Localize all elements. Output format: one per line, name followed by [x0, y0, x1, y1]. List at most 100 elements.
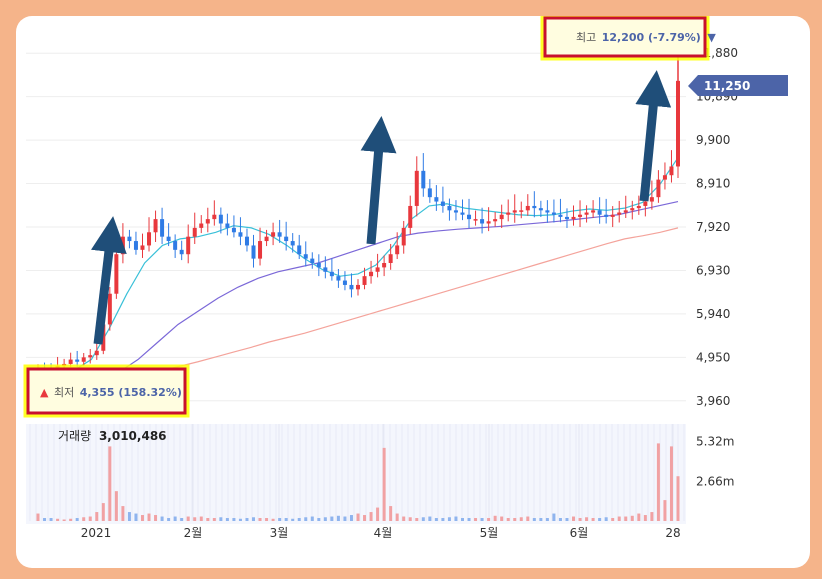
candle-body — [199, 223, 204, 228]
volume-bar — [140, 515, 144, 521]
volume-axis: 5.32m 2.66m — [696, 435, 734, 489]
volume-bar — [186, 516, 190, 521]
volume-bar — [395, 513, 399, 521]
candle-body — [401, 227, 406, 246]
volume-bar — [265, 518, 269, 521]
price-tick-label: 3,960 — [696, 394, 730, 408]
candle-body — [212, 214, 217, 220]
low-annotation: ▲ 최저 4,355 (158.32%) — [23, 364, 190, 418]
candle-body — [147, 232, 152, 246]
volume-bar — [297, 518, 301, 521]
candle-body — [310, 258, 315, 263]
volume-bar — [219, 517, 223, 521]
volume-bar — [526, 516, 530, 521]
candle-body — [88, 355, 93, 358]
volume-bar — [565, 518, 569, 521]
volume-bar — [460, 518, 464, 521]
candle-body — [94, 350, 99, 356]
volume-bar — [676, 476, 680, 521]
candle-body — [81, 357, 86, 362]
volume-bar — [49, 518, 53, 521]
volume-bar — [578, 518, 582, 521]
candle-body — [499, 214, 504, 220]
candle-body — [284, 236, 289, 242]
price-tick-label: 6,930 — [696, 263, 730, 277]
candle-body — [316, 263, 321, 268]
volume-bar — [572, 516, 576, 521]
high-annotation: 최고 12,200 (-7.79%) ▼ — [540, 16, 716, 61]
volume-bar — [95, 512, 99, 521]
candle-body — [395, 245, 400, 255]
candle-body — [662, 175, 667, 180]
time-axis: 2021 2월 3월 4월 5월 6월 28 — [81, 526, 681, 540]
candle-body — [140, 245, 145, 250]
volume-bar — [225, 518, 229, 521]
volume-bar — [82, 517, 86, 521]
candle-body — [643, 201, 648, 206]
volume-bar — [591, 518, 595, 521]
volume-bar — [467, 518, 471, 521]
volume-bar — [656, 443, 660, 521]
candle-body — [558, 214, 563, 217]
candle-body — [473, 219, 478, 221]
moving-average-short — [37, 157, 679, 378]
volume-bar — [62, 519, 66, 521]
candle-body — [408, 205, 413, 228]
candle-body — [427, 188, 432, 198]
volume-bar — [441, 518, 445, 521]
volume-bar — [363, 515, 367, 521]
candle-body — [244, 236, 249, 246]
volume-bar — [232, 518, 236, 521]
time-tick-label: 4월 — [374, 526, 393, 540]
volume-bar — [134, 513, 138, 521]
candle-body — [623, 210, 628, 213]
high-annotation-text: 최고 12,200 (-7.79%) ▼ — [576, 31, 716, 44]
candle-body — [669, 166, 674, 176]
candle-body — [362, 276, 367, 285]
candle-body — [369, 271, 374, 277]
candle-body — [512, 210, 517, 213]
candle-body — [447, 205, 452, 211]
price-tick-label: 5,940 — [696, 307, 730, 321]
volume-bar — [545, 518, 549, 521]
volume-bar — [88, 516, 92, 521]
volume-bars — [36, 443, 680, 521]
candle-body — [323, 267, 328, 272]
candle-body — [584, 212, 589, 215]
volume-bar — [245, 518, 249, 521]
time-tick-label: 5월 — [480, 526, 499, 540]
candle-body — [453, 210, 458, 213]
current-price-label: 11,250 — [704, 79, 750, 93]
stock-chart: 11,88010,8909,9008,9107,9206,9305,9404,9… — [23, 16, 788, 540]
trend-arrows — [91, 70, 672, 345]
candle-body — [120, 236, 125, 255]
candle-body — [68, 359, 73, 364]
volume-bar — [304, 517, 308, 521]
candle-body — [166, 236, 171, 242]
candle-body — [218, 214, 223, 224]
candle-body — [205, 219, 210, 224]
candle-body — [251, 245, 256, 259]
volume-bar — [585, 517, 589, 521]
volume-bar — [513, 518, 517, 521]
volume-bar — [552, 513, 556, 521]
volume-bar — [356, 513, 360, 521]
candle-body — [656, 179, 661, 198]
volume-bar — [147, 513, 151, 521]
price-axis: 11,88010,8909,9008,9107,9206,9305,9404,9… — [696, 46, 738, 408]
candle-body — [480, 219, 485, 224]
candle-body — [610, 214, 615, 217]
candle-body — [617, 212, 622, 215]
volume-bar — [317, 518, 321, 521]
price-tick-label: 4,950 — [696, 350, 730, 364]
volume-bar — [323, 517, 327, 521]
candle-body — [506, 212, 511, 215]
volume-bar — [193, 517, 197, 521]
candle-body — [440, 201, 445, 206]
volume-bar — [558, 518, 562, 521]
volume-bar — [447, 517, 451, 521]
candle-body — [591, 210, 596, 213]
candle-body — [460, 212, 465, 215]
candle-body — [133, 241, 138, 250]
candle-body — [525, 205, 530, 211]
